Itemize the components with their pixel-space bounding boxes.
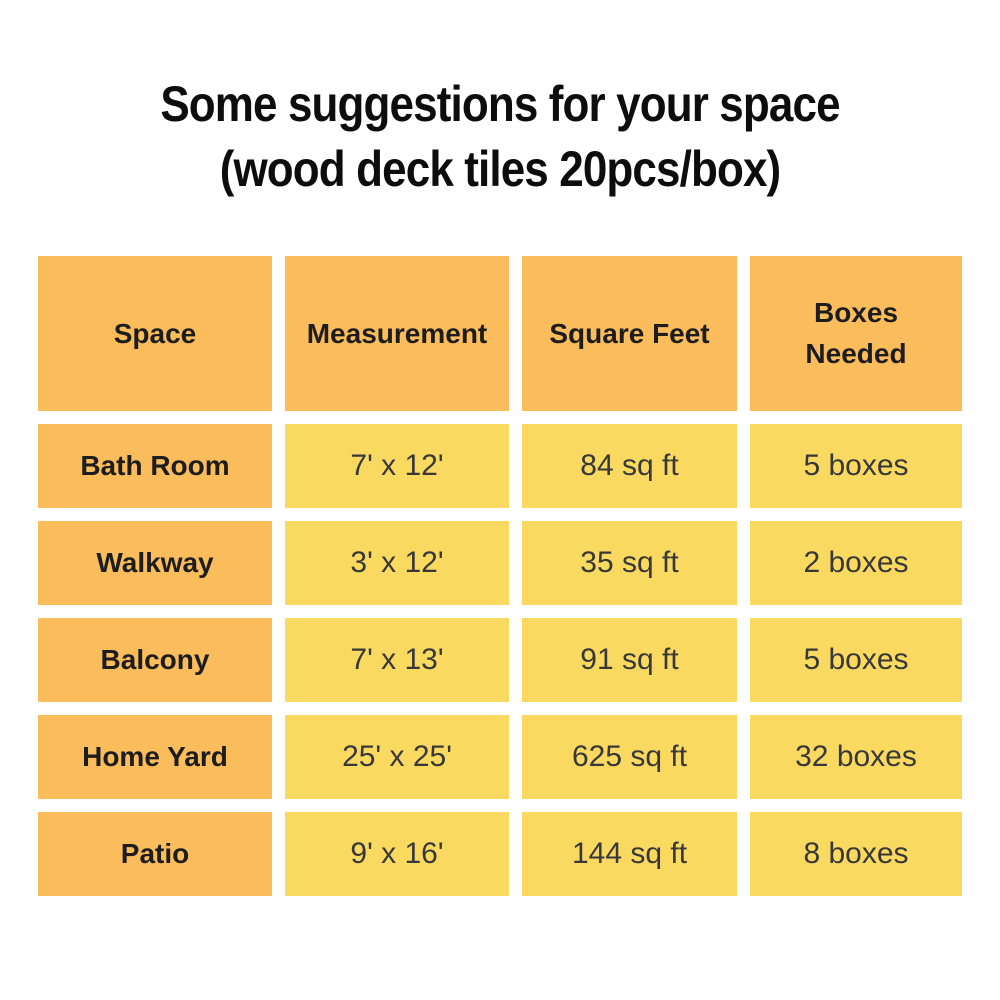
row-label-cell: Patio: [38, 812, 272, 896]
row-label-cell: Bath Room: [38, 424, 272, 508]
cell-value: 8 boxes: [803, 837, 909, 870]
row-label: Walkway: [96, 547, 214, 578]
boxes-needed-cell: 5 boxes: [750, 424, 962, 508]
measurement-cell: 9' x 16': [285, 812, 509, 896]
cell-value: 144 sq ft: [571, 837, 688, 870]
row-label: Patio: [120, 838, 190, 869]
cell-value: 9' x 16': [350, 837, 444, 870]
column-header-label: Space: [113, 317, 197, 349]
cell-value: 5 boxes: [803, 449, 909, 482]
cell-value: 32 boxes: [795, 740, 917, 773]
row-label: Bath Room: [80, 450, 230, 481]
measurement-cell: 25' x 25': [285, 715, 509, 799]
row-label: Home Yard: [82, 741, 228, 772]
measurement-cell: 7' x 12': [285, 424, 509, 508]
cell-value: 25' x 25': [342, 740, 452, 773]
cell-value: 35 sq ft: [580, 546, 679, 579]
column-header-measurement: Measurement: [285, 256, 509, 411]
square-feet-cell: 91 sq ft: [522, 618, 737, 702]
boxes-needed-cell: 32 boxes: [750, 715, 962, 799]
cell-value: 7' x 12': [350, 449, 444, 482]
square-feet-cell: 35 sq ft: [522, 521, 737, 605]
boxes-needed-cell: 8 boxes: [750, 812, 962, 896]
cell-value: 5 boxes: [803, 643, 909, 676]
row-label-cell: Balcony: [38, 618, 272, 702]
boxes-needed-cell: 5 boxes: [750, 618, 962, 702]
column-header-label: Boxes Needed: [805, 296, 907, 369]
cell-value: 7' x 13': [350, 643, 444, 676]
suggestions-table: Space Measurement Square Feet Boxes Need…: [38, 256, 962, 896]
column-header-square-feet: Square Feet: [522, 256, 737, 411]
square-feet-cell: 625 sq ft: [522, 715, 737, 799]
measurement-cell: 7' x 13': [285, 618, 509, 702]
column-header-label: Square Feet: [549, 317, 710, 349]
page-title-line-1: Some suggestions for your space: [160, 76, 840, 132]
column-header-space: Space: [38, 256, 272, 411]
column-header-label: Measurement: [306, 317, 488, 349]
cell-value: 84 sq ft: [580, 449, 679, 482]
cell-value: 2 boxes: [803, 546, 909, 579]
row-label-cell: Home Yard: [38, 715, 272, 799]
row-label-cell: Walkway: [38, 521, 272, 605]
cell-value: 3' x 12': [350, 546, 444, 579]
cell-value: 91 sq ft: [580, 643, 679, 676]
measurement-cell: 3' x 12': [285, 521, 509, 605]
square-feet-cell: 144 sq ft: [522, 812, 737, 896]
column-header-boxes-needed: Boxes Needed: [750, 256, 962, 411]
row-label: Balcony: [100, 644, 210, 675]
page-title: Some suggestions for your space (wood de…: [60, 0, 940, 202]
boxes-needed-cell: 2 boxes: [750, 521, 962, 605]
page-title-line-2: (wood deck tiles 20pcs/box): [219, 141, 781, 197]
cell-value: 625 sq ft: [571, 740, 688, 773]
square-feet-cell: 84 sq ft: [522, 424, 737, 508]
